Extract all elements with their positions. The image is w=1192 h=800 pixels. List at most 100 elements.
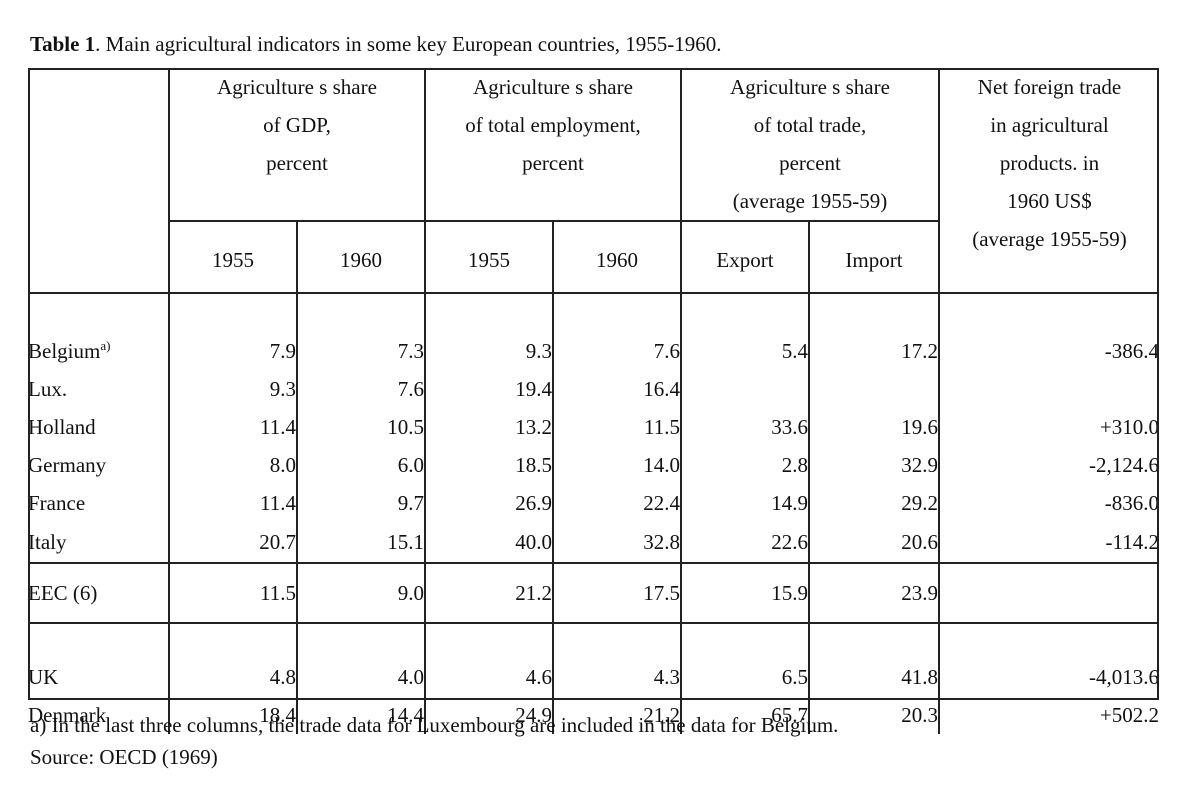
- employment-1955-cell: 18.5: [424, 446, 553, 484]
- net-trade-cell: -386.4: [938, 293, 1159, 370]
- employment-1955-cell: 26.9: [424, 484, 553, 522]
- table-row: EEC (6) 11.5 9.0 21.2 17.5 15.9 23.9: [28, 563, 1159, 624]
- net-trade-cell: -114.2: [938, 522, 1159, 564]
- gdp-1955-cell: 11.4: [168, 408, 297, 446]
- import-cell: 23.9: [808, 563, 939, 624]
- import-cell: 17.2: [808, 293, 939, 370]
- net-trade-cell: -836.0: [938, 484, 1159, 522]
- footnote-marker: a): [100, 338, 111, 353]
- country-name: Holland: [28, 414, 96, 439]
- export-cell: 5.4: [680, 293, 809, 370]
- country-cell: Germany: [28, 446, 169, 484]
- country-name: Belgium: [28, 339, 101, 363]
- country-header-cell: [28, 68, 169, 292]
- table-row: France 11.4 9.7 26.9 22.4 14.9 29.2 -836.0: [28, 484, 1159, 522]
- country-name: Italy: [28, 529, 67, 554]
- employment-1960-cell: 21.2: [552, 696, 681, 734]
- import-cell: 19.6: [808, 408, 939, 446]
- employment-1960-cell: 17.5: [552, 563, 681, 624]
- employment-1955-cell: 40.0: [424, 522, 553, 564]
- country-name: France: [28, 490, 86, 515]
- net-trade-cell: -2,124.6: [938, 446, 1159, 484]
- net-trade-cell: [938, 563, 1159, 624]
- country-cell: Italy: [28, 522, 169, 564]
- table-caption-text: . Main agricultural indicators in some k…: [95, 32, 722, 56]
- gdp-1960-cell: 9.7: [296, 484, 425, 522]
- employment-1955-cell: 13.2: [424, 408, 553, 446]
- gdp-1955-cell: 7.9: [168, 293, 297, 370]
- export-cell: [680, 370, 809, 408]
- gdp-1960-cell: 7.6: [296, 370, 425, 408]
- import-cell: 29.2: [808, 484, 939, 522]
- source-note: Source: OECD (1969): [30, 745, 218, 769]
- gdp-1960-cell: 15.1: [296, 522, 425, 564]
- country-cell: Lux.: [28, 370, 169, 408]
- table-caption: Table 1. Main agricultural indicators in…: [30, 32, 722, 57]
- employment-1955-cell: 19.4: [424, 370, 553, 408]
- net-trade-cell: -4,013.6: [938, 623, 1159, 696]
- table-row: Germany 8.0 6.0 18.5 14.0 2.8 32.9 -2,124.6: [28, 446, 1159, 484]
- employment-1955-cell: 9.3: [424, 293, 553, 370]
- employment-1960-cell: 32.8: [552, 522, 681, 564]
- employment-share-header: Agriculture s share of total employment,…: [424, 68, 681, 221]
- footnote: a) In the last three columns, the trade …: [30, 713, 839, 737]
- employment-1955-cell: 24.9: [424, 696, 553, 734]
- gdp-1960-cell: 4.0: [296, 623, 425, 696]
- country-name: Denmark: [28, 702, 107, 727]
- export-header: Export: [680, 220, 809, 292]
- table-row: Denmark 18.4 14.4 24.9 21.2 65.7 20.3 +502.2: [28, 696, 1159, 734]
- gdp-1960-cell: 6.0: [296, 446, 425, 484]
- export-cell: 14.9: [680, 484, 809, 522]
- export-cell: 2.8: [680, 446, 809, 484]
- country-cell: Belgiuma): [28, 293, 169, 370]
- export-cell: 6.5: [680, 623, 809, 696]
- import-cell: 32.9: [808, 446, 939, 484]
- export-cell: 15.9: [680, 563, 809, 624]
- import-cell: 20.3: [808, 696, 939, 734]
- gdp-1960-cell: 9.0: [296, 563, 425, 624]
- gdp-1960-cell: 10.5: [296, 408, 425, 446]
- trade-share-header: Agriculture s share of total trade, perc…: [680, 68, 939, 221]
- country-cell: EEC (6): [28, 563, 169, 624]
- country-cell: UK: [28, 623, 169, 696]
- employment-1960-cell: 7.6: [552, 293, 681, 370]
- net-foreign-trade-header: Net foreign trade in agricultural produc…: [938, 68, 1159, 292]
- employment-1955-cell: 21.2: [424, 563, 553, 624]
- import-cell: 41.8: [808, 623, 939, 696]
- country-cell: Denmark: [28, 696, 169, 734]
- gdp-1955-cell: 9.3: [168, 370, 297, 408]
- gdp-1955-cell: 4.8: [168, 623, 297, 696]
- table-body: Belgiuma) 7.9 7.3 9.3 7.6 5.4 17.2 -386.4 Lux. 9.…: [28, 293, 1159, 734]
- employment-1955-cell: 4.6: [424, 623, 553, 696]
- agricultural-indicators-table: Agriculture s share of GDP, percent Agri…: [28, 68, 1159, 734]
- table-row: Lux. 9.3 7.6 19.4 16.4: [28, 370, 1159, 408]
- export-cell: 22.6: [680, 522, 809, 564]
- gdp-1955-cell: 18.4: [168, 696, 297, 734]
- employment-1960-cell: 11.5: [552, 408, 681, 446]
- gdp-1955-cell: 8.0: [168, 446, 297, 484]
- import-cell: 20.6: [808, 522, 939, 564]
- employment-1960-cell: 16.4: [552, 370, 681, 408]
- net-trade-cell: +310.0: [938, 408, 1159, 446]
- net-trade-cell: +502.2: [938, 696, 1159, 734]
- gdp-1960-cell: 14.4: [296, 696, 425, 734]
- employment-1955-header: 1955: [424, 220, 553, 292]
- import-cell: [808, 370, 939, 408]
- export-cell: 65.7: [680, 696, 809, 734]
- gdp-share-header: Agriculture s share of GDP, percent: [168, 68, 425, 221]
- country-cell: France: [28, 484, 169, 522]
- export-cell: 33.6: [680, 408, 809, 446]
- header-row: Agriculture s share of GDP, percent Agri…: [28, 68, 1159, 292]
- table-row: Italy 20.7 15.1 40.0 32.8 22.6 20.6 -114.2: [28, 522, 1159, 564]
- country-name: UK: [28, 665, 59, 689]
- employment-1960-header: 1960: [552, 220, 681, 292]
- gdp-1955-header: 1955: [168, 220, 297, 292]
- gdp-1955-cell: 11.4: [168, 484, 297, 522]
- country-cell: Holland: [28, 408, 169, 446]
- net-trade-cell: [938, 370, 1159, 408]
- import-header: Import: [808, 220, 939, 292]
- gdp-1955-cell: 11.5: [168, 563, 297, 624]
- table-row: Holland 11.4 10.5 13.2 11.5 33.6 19.6 +310.0: [28, 408, 1159, 446]
- gdp-1955-cell: 20.7: [168, 522, 297, 564]
